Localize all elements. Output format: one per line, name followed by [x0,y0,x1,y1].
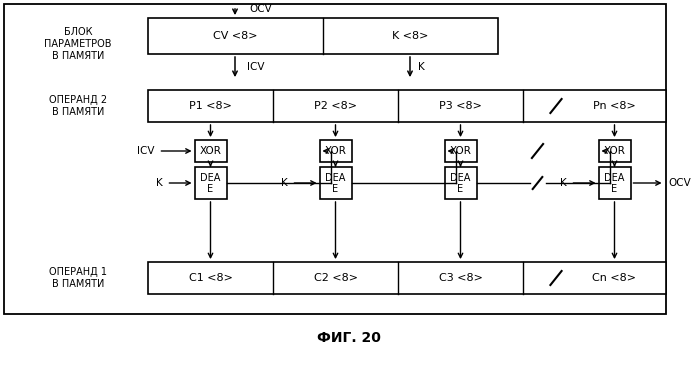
Text: Pn <8>: Pn <8> [593,101,636,111]
Text: ICV: ICV [247,62,264,72]
Text: P1 <8>: P1 <8> [189,101,232,111]
Bar [598,140,630,162]
Bar [148,262,666,294]
Bar [319,140,352,162]
Text: C2 <8>: C2 <8> [313,273,357,283]
Text: XOR: XOR [199,146,222,156]
Text: CV <8>: CV <8> [212,31,257,41]
Text: DEA: DEA [605,173,625,183]
Text: ICV: ICV [137,146,154,156]
Text: E: E [333,184,338,194]
Text: E: E [208,184,214,194]
Bar [445,167,477,199]
Bar [445,140,477,162]
Text: K <8>: K <8> [392,31,428,41]
Bar [194,167,226,199]
Text: ОПЕРАНД 1
В ПАМЯТИ: ОПЕРАНД 1 В ПАМЯТИ [49,267,107,289]
Bar [4,4,666,314]
Text: P2 <8>: P2 <8> [314,101,357,111]
Text: XOR: XOR [449,146,471,156]
Text: OCV: OCV [249,4,272,14]
Text: K: K [156,178,162,188]
Text: OCV: OCV [668,178,691,188]
Text: Cn <8>: Cn <8> [593,273,637,283]
Bar [319,167,352,199]
Text: P3 <8>: P3 <8> [439,101,482,111]
Text: C1 <8>: C1 <8> [189,273,233,283]
Text: E: E [612,184,617,194]
Text: DEA: DEA [450,173,470,183]
Text: K: K [281,178,287,188]
Text: XOR: XOR [324,146,347,156]
Text: БЛОК
ПАРАМЕТРОВ
В ПАМЯТИ: БЛОК ПАРАМЕТРОВ В ПАМЯТИ [44,27,112,60]
Bar [194,140,226,162]
Text: DEA: DEA [201,173,221,183]
Text: K: K [560,178,566,188]
Text: ФИГ. 20: ФИГ. 20 [317,331,381,345]
Text: ОПЕРАНД 2
В ПАМЯТИ: ОПЕРАНД 2 В ПАМЯТИ [49,95,107,117]
Text: K: K [418,62,425,72]
Bar [598,167,630,199]
Text: C3 <8>: C3 <8> [438,273,482,283]
Bar [148,90,666,122]
Text: XOR: XOR [603,146,626,156]
Text: E: E [457,184,463,194]
Text: DEA: DEA [325,173,346,183]
Bar [148,18,498,54]
